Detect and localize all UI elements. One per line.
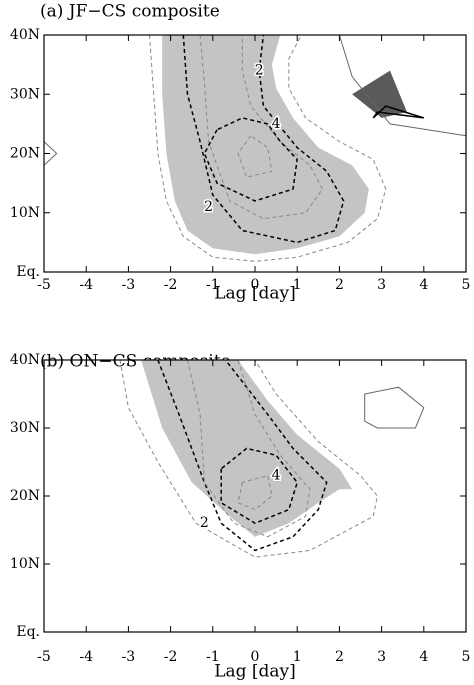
y-tick-label: 20N (10, 146, 40, 162)
x-tick-label: 3 (377, 277, 386, 293)
x-tick-label: 4 (419, 277, 428, 293)
x-tick-label: 4 (419, 649, 428, 665)
x-tick-label: -4 (79, 277, 93, 293)
contour-label: 4 (272, 116, 281, 132)
x-tick-label: 0 (251, 277, 260, 293)
contour-line (149, 35, 387, 262)
plot-area (44, 35, 466, 262)
x-tick-label: 0 (251, 649, 260, 665)
y-tick-label: Eq. (16, 264, 40, 280)
x-tick-label: -5 (37, 649, 51, 665)
contour-label: 2 (255, 63, 264, 79)
x-tick-label: -1 (206, 649, 220, 665)
contour-line (119, 360, 378, 558)
y-tick-label: 10N (10, 556, 40, 572)
shaded-region (352, 70, 407, 118)
plot-area (119, 360, 425, 558)
contour-line (182, 35, 345, 244)
contour-line (237, 474, 273, 511)
contour-line (220, 447, 299, 525)
x-axis-label: Lag [day] (214, 284, 296, 304)
contour-line (157, 360, 328, 552)
x-tick-label: -3 (122, 649, 136, 665)
y-tick-label: 30N (10, 86, 40, 102)
x-tick-label: -3 (122, 277, 136, 293)
y-tick-label: 10N (10, 205, 40, 221)
shaded-region (162, 35, 369, 255)
y-tick-label: Eq. (16, 624, 40, 640)
x-tick-label: 3 (377, 649, 386, 665)
contour-line (237, 135, 273, 178)
x-axis-label: Lag [day] (214, 662, 296, 682)
x-tick-label: -1 (206, 277, 220, 293)
contour-line (364, 386, 425, 429)
panel-title: (a) JF−CS composite (40, 2, 220, 22)
x-tick-label: -2 (164, 277, 178, 293)
y-tick-label: 30N (10, 420, 40, 436)
contour-line (338, 35, 466, 137)
x-tick-label: 1 (293, 277, 302, 293)
x-tick-label: 1 (293, 649, 302, 665)
y-tick-label: 20N (10, 488, 40, 504)
x-tick-label: 2 (335, 649, 344, 665)
contour-label: 2 (200, 515, 209, 531)
y-tick-label: 40N (10, 352, 40, 368)
contour-line (372, 105, 425, 119)
x-tick-label: 5 (462, 649, 471, 665)
contour-line (44, 141, 58, 166)
x-tick-label: -4 (79, 649, 93, 665)
contour-label: 2 (204, 199, 213, 215)
y-tick-label: 40N (10, 27, 40, 43)
x-tick-label: 5 (462, 277, 471, 293)
contour-label: 4 (272, 468, 281, 484)
x-tick-label: -2 (164, 649, 178, 665)
x-tick-label: 2 (335, 277, 344, 293)
x-tick-label: -5 (37, 277, 51, 293)
contour-line (187, 360, 311, 538)
contour-line (203, 117, 298, 202)
